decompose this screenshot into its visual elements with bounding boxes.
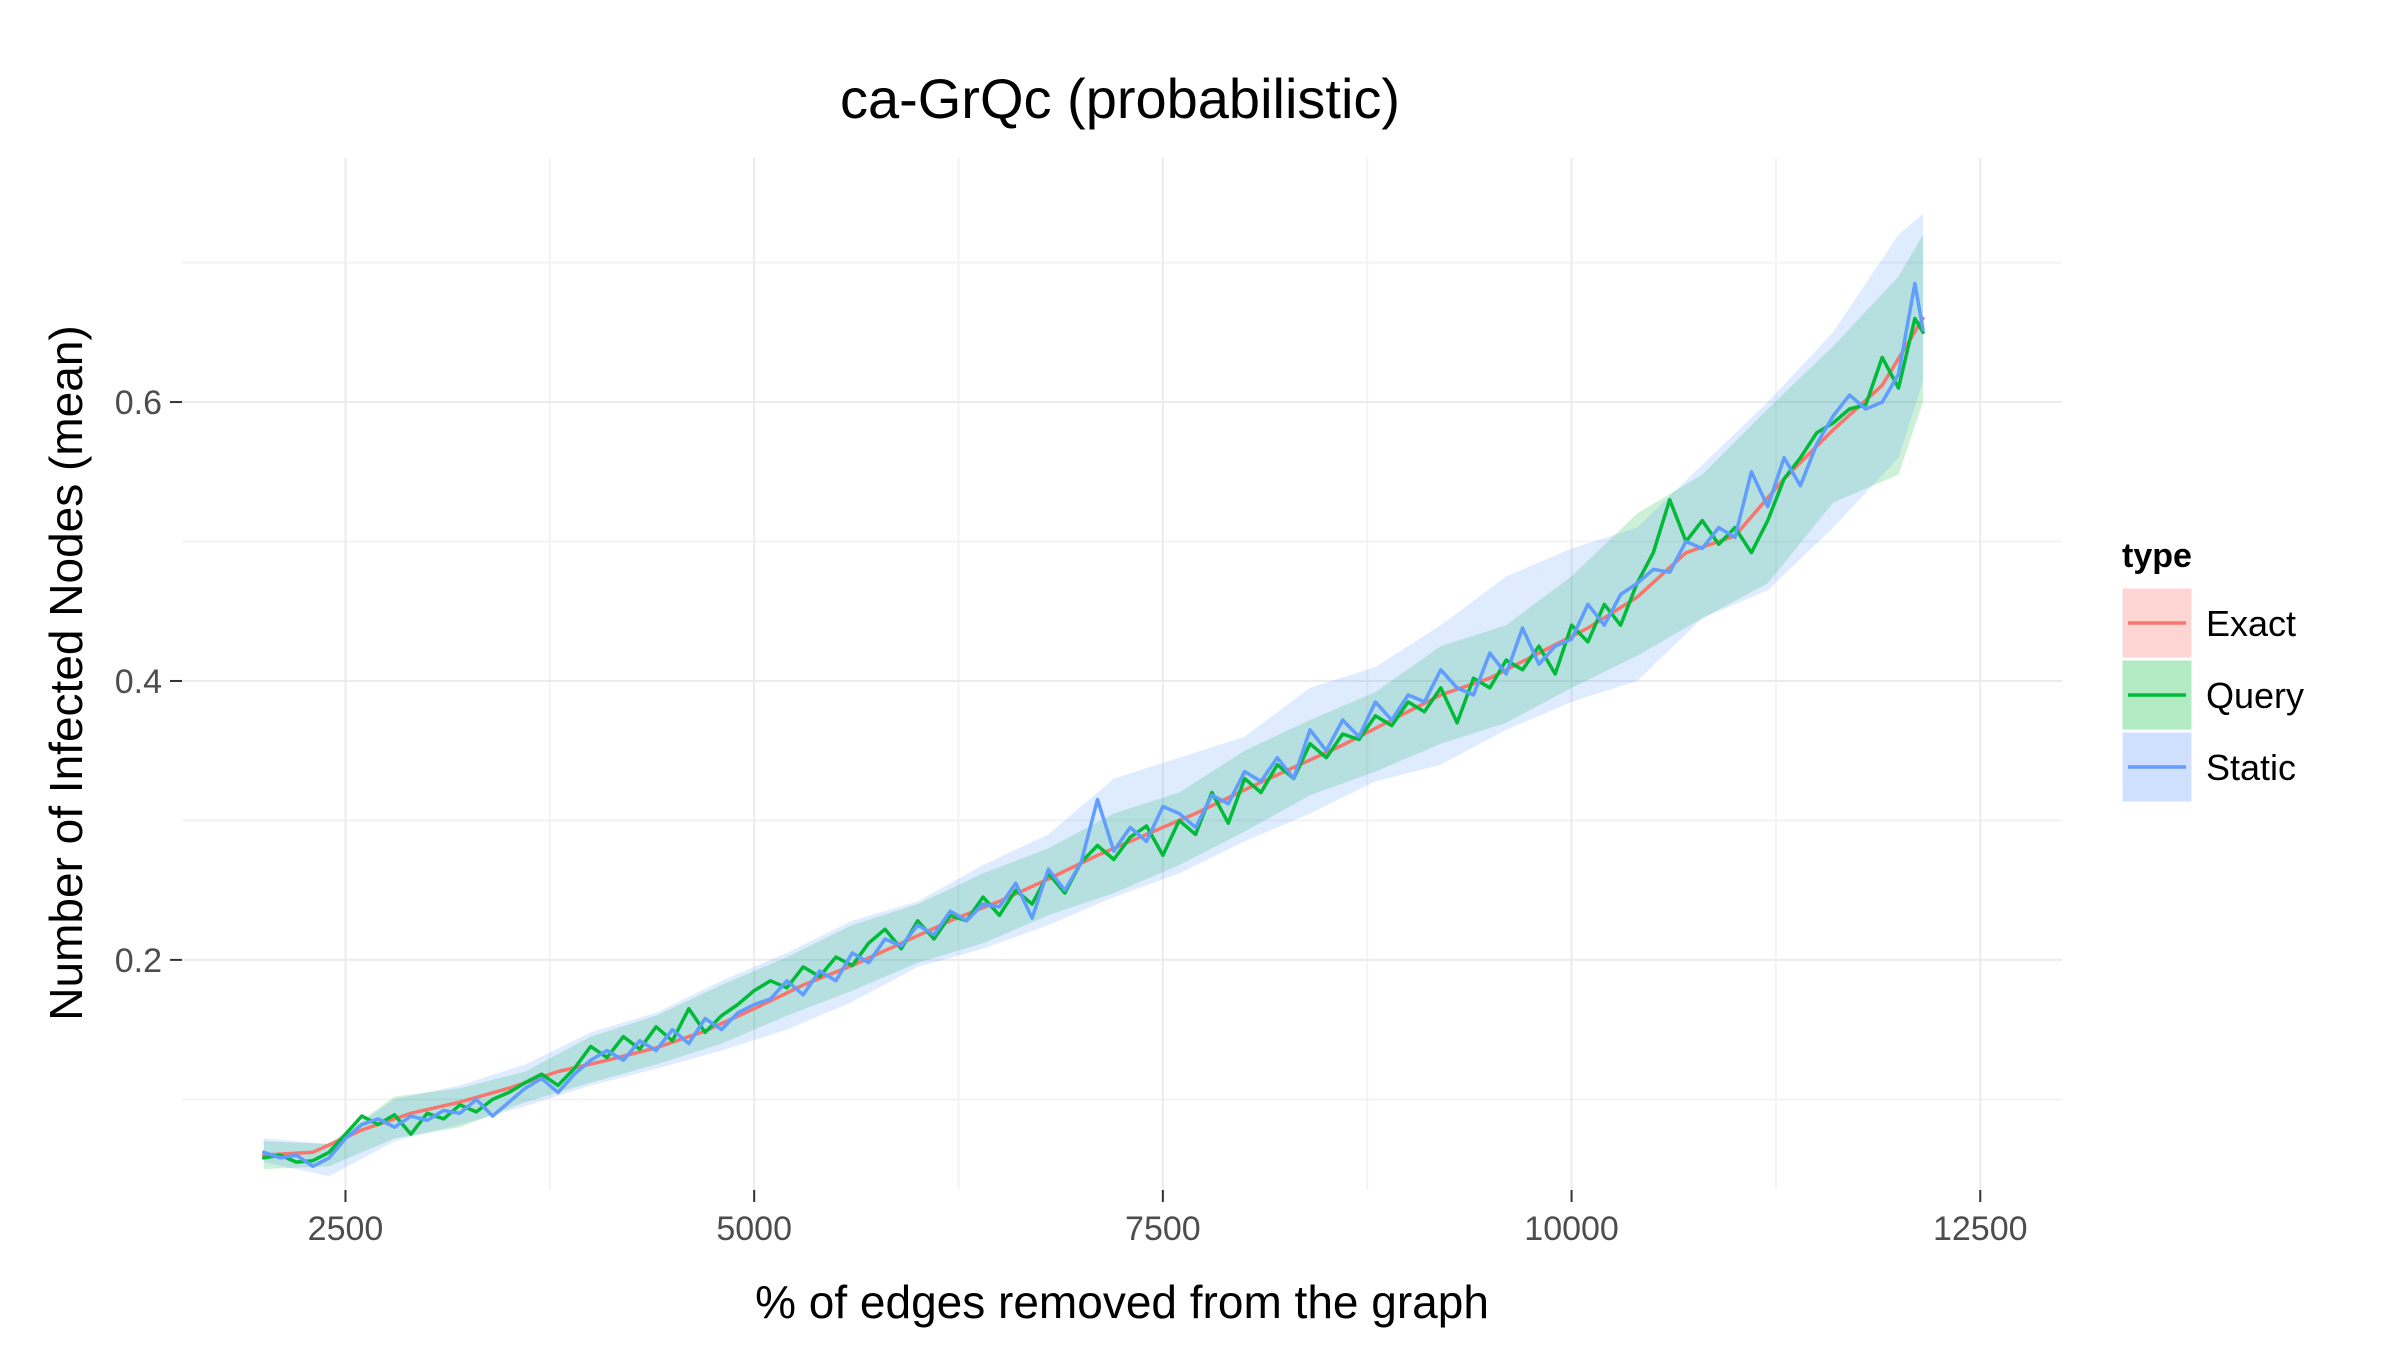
legend-key-exact [2121, 587, 2193, 659]
y-axis: 0.2 0.4 0.6 [115, 384, 182, 980]
confidence-bands [263, 213, 1924, 1177]
legend-label: Static [2206, 747, 2296, 788]
legend-label: Exact [2206, 603, 2296, 644]
chart-title: ca-GrQc (probabilistic) [840, 67, 1400, 130]
x-tick-label: 7500 [1125, 1210, 1201, 1248]
x-tick-label: 5000 [716, 1210, 792, 1248]
series-lines [261, 281, 1925, 1169]
grid-major [182, 158, 2062, 1190]
plot-panel [182, 158, 2062, 1190]
legend: type Exact Query Static [2121, 537, 2304, 803]
x-tick-label: 10000 [1524, 1210, 1619, 1248]
x-tick-label: 2500 [308, 1210, 384, 1248]
band-static [263, 213, 1924, 1177]
y-tick-label: 0.4 [115, 663, 162, 701]
x-axis-title: % of edges removed from the graph [755, 1276, 1489, 1328]
y-axis-title: Number of Infected Nodes (mean) [40, 325, 92, 1020]
series-line-static [261, 281, 1925, 1169]
series-line-query [261, 316, 1925, 1164]
legend-key-static [2121, 731, 2193, 803]
x-axis: 2500 5000 7500 10000 12500 [308, 1190, 2028, 1248]
legend-title: type [2122, 537, 2192, 575]
legend-key-query [2121, 659, 2193, 731]
legend-label: Query [2206, 675, 2304, 716]
x-tick-label: 12500 [1933, 1210, 2028, 1248]
y-tick-label: 0.2 [115, 942, 162, 980]
y-tick-label: 0.6 [115, 384, 162, 422]
plot-background [182, 158, 2062, 1190]
